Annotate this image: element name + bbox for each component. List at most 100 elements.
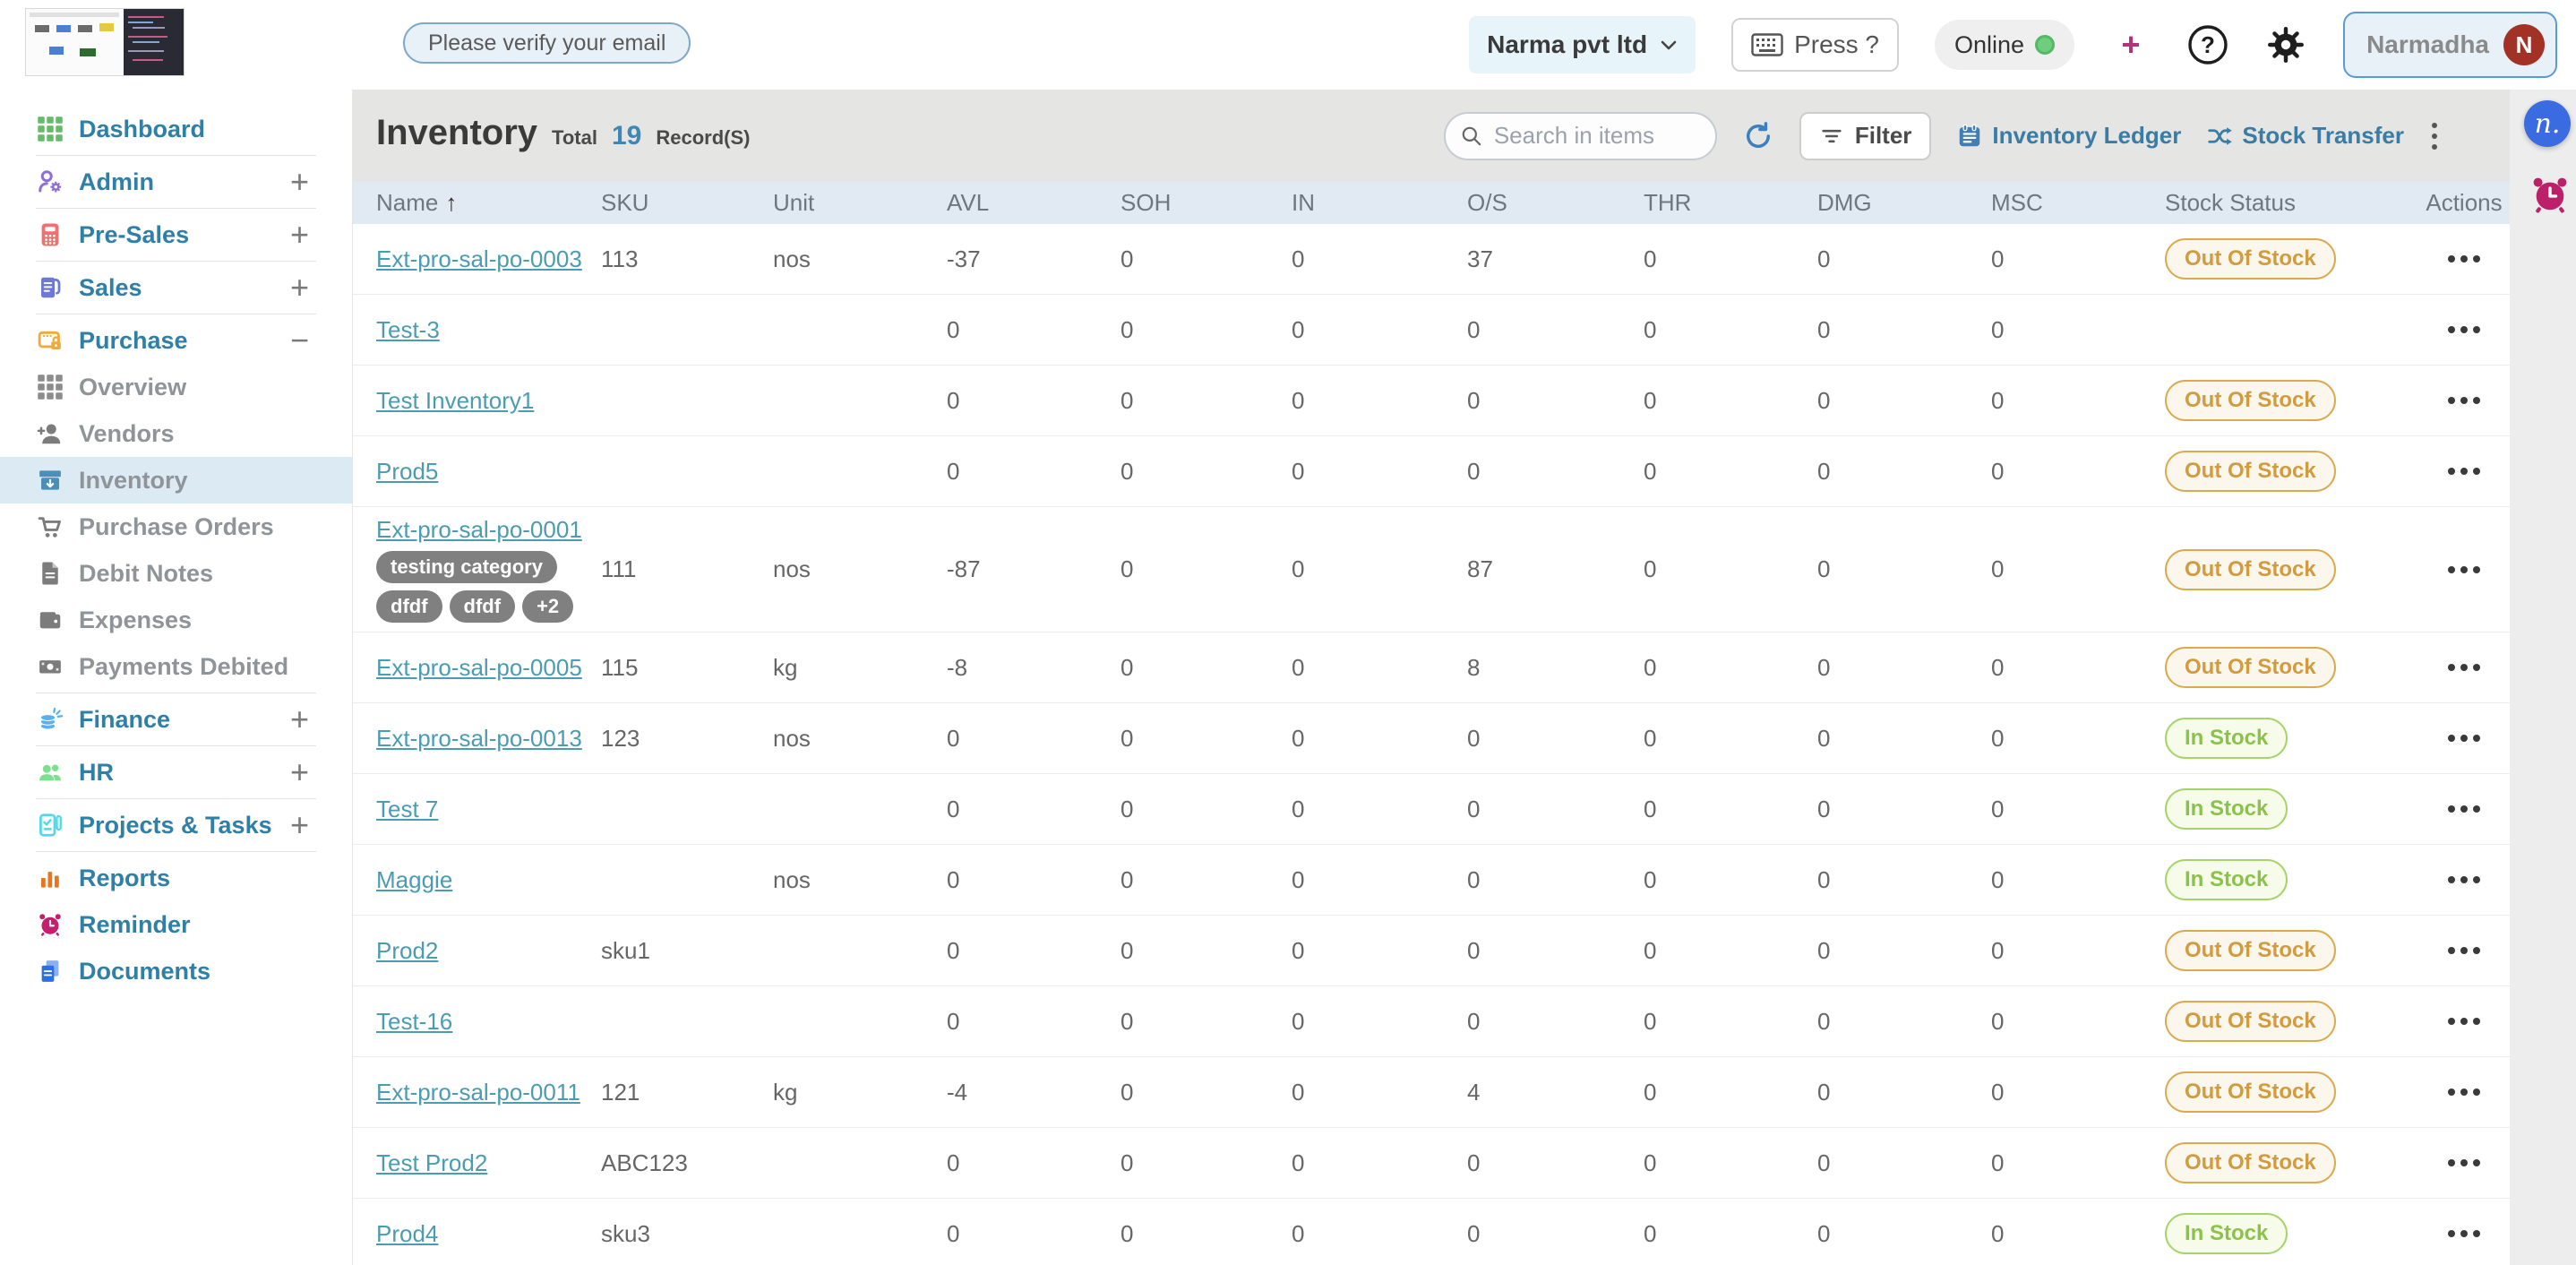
row-actions-button[interactable] [2441, 1152, 2487, 1174]
settings-button[interactable] [2264, 23, 2307, 66]
category-tag: dfdf [376, 590, 442, 623]
item-name-link[interactable]: Test Prod2 [376, 1149, 488, 1176]
sidebar-item-reports[interactable]: Reports [0, 855, 352, 901]
n-widget-button[interactable]: n. [2524, 100, 2571, 147]
item-name-link[interactable]: Prod2 [376, 936, 439, 964]
column-header-actions: Actions [2418, 189, 2510, 217]
row-actions-button[interactable] [2441, 657, 2487, 678]
os-cell: 4 [1467, 1078, 1481, 1106]
user-menu[interactable]: Narmadha N [2343, 12, 2557, 78]
sort-arrow-icon[interactable]: ↑ [445, 189, 458, 216]
item-name-link[interactable]: Maggie [376, 865, 453, 893]
expand-plus-icon[interactable]: + [289, 269, 309, 305]
row-actions-button[interactable] [2441, 248, 2487, 270]
sidebar-item-vendors[interactable]: Vendors [0, 410, 352, 457]
press-help-button[interactable]: Press ? [1731, 18, 1900, 72]
sidebar-item-dashboard[interactable]: Dashboard [0, 106, 352, 152]
category-tag: dfdf [449, 590, 516, 623]
item-name-link[interactable]: Ext-pro-sal-po-0005 [376, 653, 582, 681]
column-header-thr: THR [1644, 189, 1817, 217]
verify-email-button[interactable]: Please verify your email [403, 22, 691, 64]
sidebar-item-inventory[interactable]: Inventory [0, 457, 352, 503]
quick-add-button[interactable]: + [2110, 24, 2151, 65]
sidebar-item-pre-sales[interactable]: Pre-Sales + [0, 211, 352, 258]
expand-plus-icon[interactable]: + [289, 701, 309, 737]
sidebar-item-debit-notes[interactable]: Debit Notes [0, 550, 352, 597]
row-actions-button[interactable] [2441, 559, 2487, 581]
expand-plus-icon[interactable]: + [289, 216, 309, 253]
refresh-button[interactable] [1742, 120, 1774, 152]
item-name-link[interactable]: Test-3 [376, 315, 440, 343]
sku-cell: 115 [601, 653, 639, 681]
stock-status-badge: Out Of Stock [2165, 1142, 2336, 1183]
item-name-link[interactable]: Ext-pro-sal-po-0011 [376, 1078, 580, 1106]
sidebar-item-purchase-orders[interactable]: Purchase Orders [0, 503, 352, 550]
item-name-link[interactable]: Test 7 [376, 795, 439, 822]
sidebar-item-overview[interactable]: Overview [0, 364, 352, 410]
row-actions-button[interactable] [2441, 940, 2487, 961]
sidebar-item-payments-debited[interactable]: Payments Debited [0, 643, 352, 690]
table-row: Test Inventory1 0 0 0 0 0 0 0 Out Of Stock [353, 366, 2510, 436]
item-name-link[interactable]: Test Inventory1 [376, 386, 535, 414]
search-input[interactable] [1491, 121, 1702, 151]
item-name-link[interactable]: Ext-pro-sal-po-0003 [376, 245, 582, 272]
help-button[interactable]: ? [2187, 24, 2228, 65]
collapse-minus-icon[interactable]: − [289, 322, 309, 358]
row-actions-button[interactable] [2441, 390, 2487, 411]
expand-plus-icon[interactable]: + [289, 753, 309, 790]
sidebar-item-sales[interactable]: Sales + [0, 264, 352, 311]
thr-cell: 0 [1644, 315, 1657, 343]
company-selector[interactable]: Narma pvt ltd [1469, 16, 1696, 73]
people-icon [36, 758, 64, 787]
item-name-link[interactable]: Test-16 [376, 1007, 453, 1035]
unit-cell: kg [773, 1078, 798, 1106]
row-actions-button[interactable] [2441, 1223, 2487, 1244]
expand-plus-icon[interactable]: + [289, 806, 309, 843]
stock-status-badge: In Stock [2165, 1213, 2288, 1254]
item-name-cell: Test Inventory1 [353, 378, 601, 424]
stock-status-badge: Out Of Stock [2165, 930, 2336, 971]
item-name-link[interactable]: Ext-pro-sal-po-0013 [376, 724, 582, 752]
sidebar-item-hr[interactable]: HR + [0, 749, 352, 796]
table-body: Ext-pro-sal-po-0003 113 nos -37 0 0 37 0 0 0 Out O… [353, 224, 2510, 1265]
cart-icon [36, 512, 64, 541]
filter-button[interactable]: Filter [1799, 111, 1932, 160]
sidebar-item-documents[interactable]: Documents [0, 948, 352, 994]
sidebar-item-purchase[interactable]: Purchase − [0, 317, 352, 364]
item-name-link[interactable]: Ext-pro-sal-po-0001 [376, 516, 582, 543]
msc-cell: 0 [1991, 245, 2005, 272]
sidebar-item-finance[interactable]: Finance + [0, 696, 352, 743]
column-header-name[interactable]: Name ↑ [353, 189, 601, 217]
row-actions-button[interactable] [2441, 460, 2487, 482]
table-row: Ext-pro-sal-po-0013 123 nos 0 0 0 0 0 0 0 In Stock [353, 703, 2510, 774]
sidebar-item-projects-tasks[interactable]: Projects & Tasks + [0, 802, 352, 848]
more-tags-badge[interactable]: +2 [522, 590, 574, 623]
row-actions-button[interactable] [2441, 798, 2487, 820]
sidebar-item-label: Dashboard [79, 115, 206, 142]
sidebar-item-reminder[interactable]: Reminder [0, 901, 352, 948]
item-name-link[interactable]: Prod5 [376, 457, 439, 485]
column-label: AVL [947, 189, 990, 216]
stock-transfer-button[interactable]: Stock Transfer [2206, 122, 2404, 150]
more-options-button[interactable] [2429, 120, 2440, 152]
in-cell: 0 [1292, 795, 1305, 822]
row-actions-button[interactable] [2441, 1081, 2487, 1103]
reminder-widget-button[interactable] [2529, 174, 2571, 215]
row-actions-button[interactable] [2441, 1011, 2487, 1032]
sidebar-item-expenses[interactable]: Expenses [0, 597, 352, 643]
ledger-icon [1960, 124, 1980, 146]
item-name-link[interactable]: Prod4 [376, 1219, 439, 1247]
expand-plus-icon[interactable]: + [289, 163, 309, 200]
msc-cell: 0 [1991, 555, 2005, 582]
online-status[interactable]: Online [1935, 20, 2075, 70]
column-label: THR [1644, 189, 1692, 216]
row-actions-button[interactable] [2441, 319, 2487, 340]
sidebar-item-admin[interactable]: Admin + [0, 159, 352, 205]
os-cell: 0 [1467, 1219, 1481, 1247]
inventory-ledger-button[interactable]: Inventory Ledger [1956, 122, 2181, 150]
column-label: DMG [1817, 189, 1872, 216]
row-actions-button[interactable] [2441, 727, 2487, 749]
row-actions-button[interactable] [2441, 869, 2487, 891]
item-name-cell: Test Prod2 [353, 1140, 601, 1186]
table-row: Prod2 sku1 0 0 0 0 0 0 0 Out Of Stock [353, 916, 2510, 986]
